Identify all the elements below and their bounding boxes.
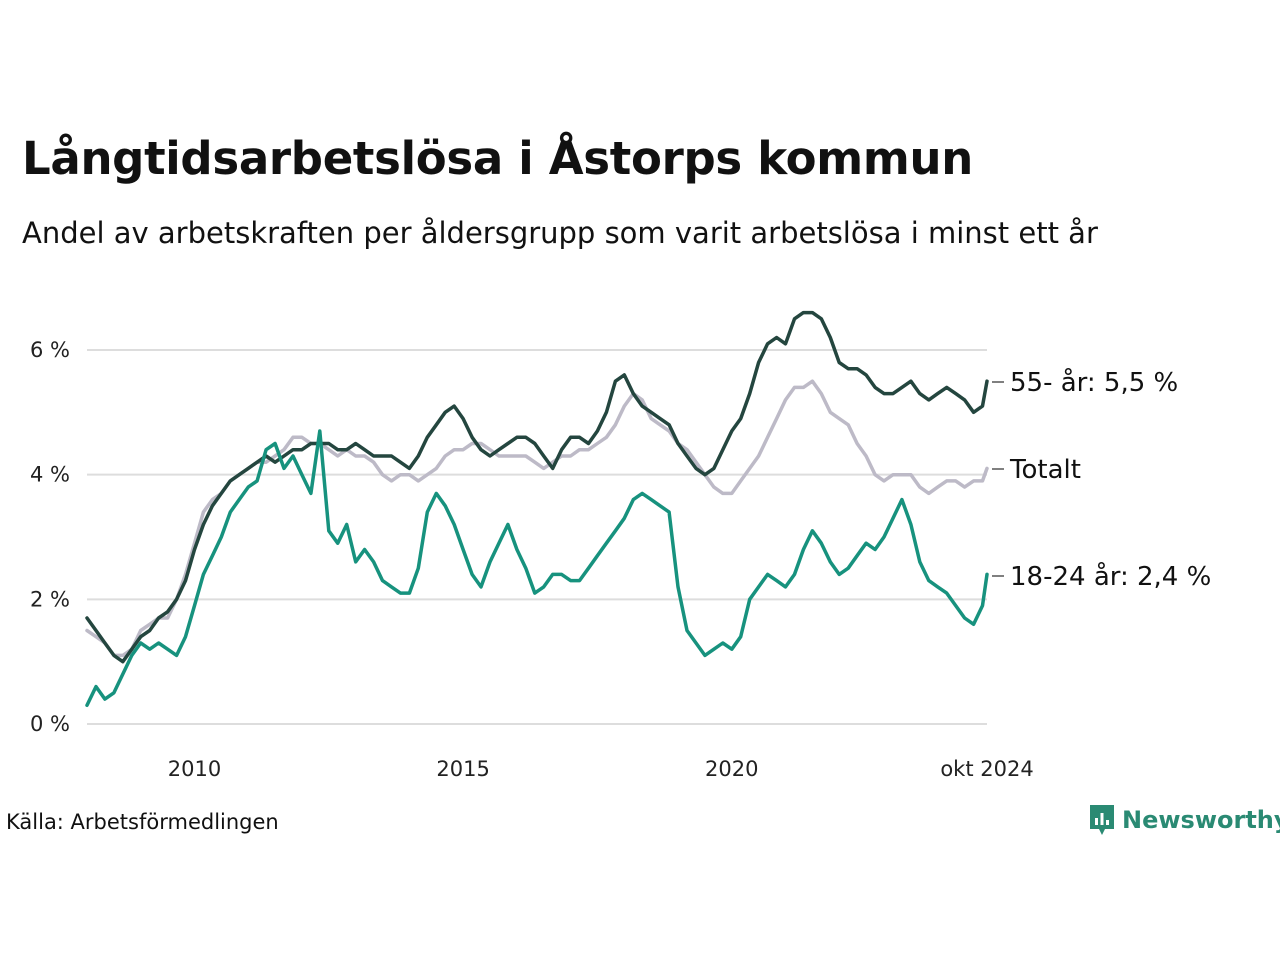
- x-axis: 2010 2015 2020 okt 2024: [168, 757, 1034, 781]
- newsworthy-logo[interactable]: Newsworthy: [1088, 803, 1280, 837]
- y-tick-label: 4 %: [30, 463, 70, 487]
- chart-subtitle: Andel av arbetskraften per åldersgrupp s…: [22, 216, 1098, 250]
- newsworthy-logo-text: Newsworthy: [1122, 806, 1280, 834]
- y-axis: 0 % 2 % 4 % 6 %: [30, 338, 70, 736]
- series-line: [85, 310, 989, 664]
- y-tick-label: 0 %: [30, 712, 70, 736]
- x-tick-label: 2010: [168, 757, 221, 781]
- gridlines: [87, 349, 987, 725]
- chart-title: Långtidsarbetslösa i Åstorps kommun: [22, 132, 973, 185]
- series-labels: Totalt 55- år: 5,5 % 18-24 år: 2,4 %: [992, 367, 1211, 592]
- newsworthy-logo-icon: [1090, 805, 1114, 835]
- series-label: 55- år: 5,5 %: [1010, 367, 1178, 398]
- x-tick-label: 2015: [436, 757, 489, 781]
- series-lines: [85, 310, 989, 708]
- series-label: Totalt: [1009, 455, 1081, 485]
- series-line: [85, 429, 989, 708]
- x-tick-label: 2020: [705, 757, 758, 781]
- y-tick-label: 2 %: [30, 587, 70, 611]
- source-note: Källa: Arbetsförmedlingen: [6, 810, 279, 834]
- y-tick-label: 6 %: [30, 338, 70, 362]
- series-label: 18-24 år: 2,4 %: [1010, 561, 1211, 592]
- x-tick-label: okt 2024: [940, 757, 1033, 781]
- series-line: [85, 379, 989, 658]
